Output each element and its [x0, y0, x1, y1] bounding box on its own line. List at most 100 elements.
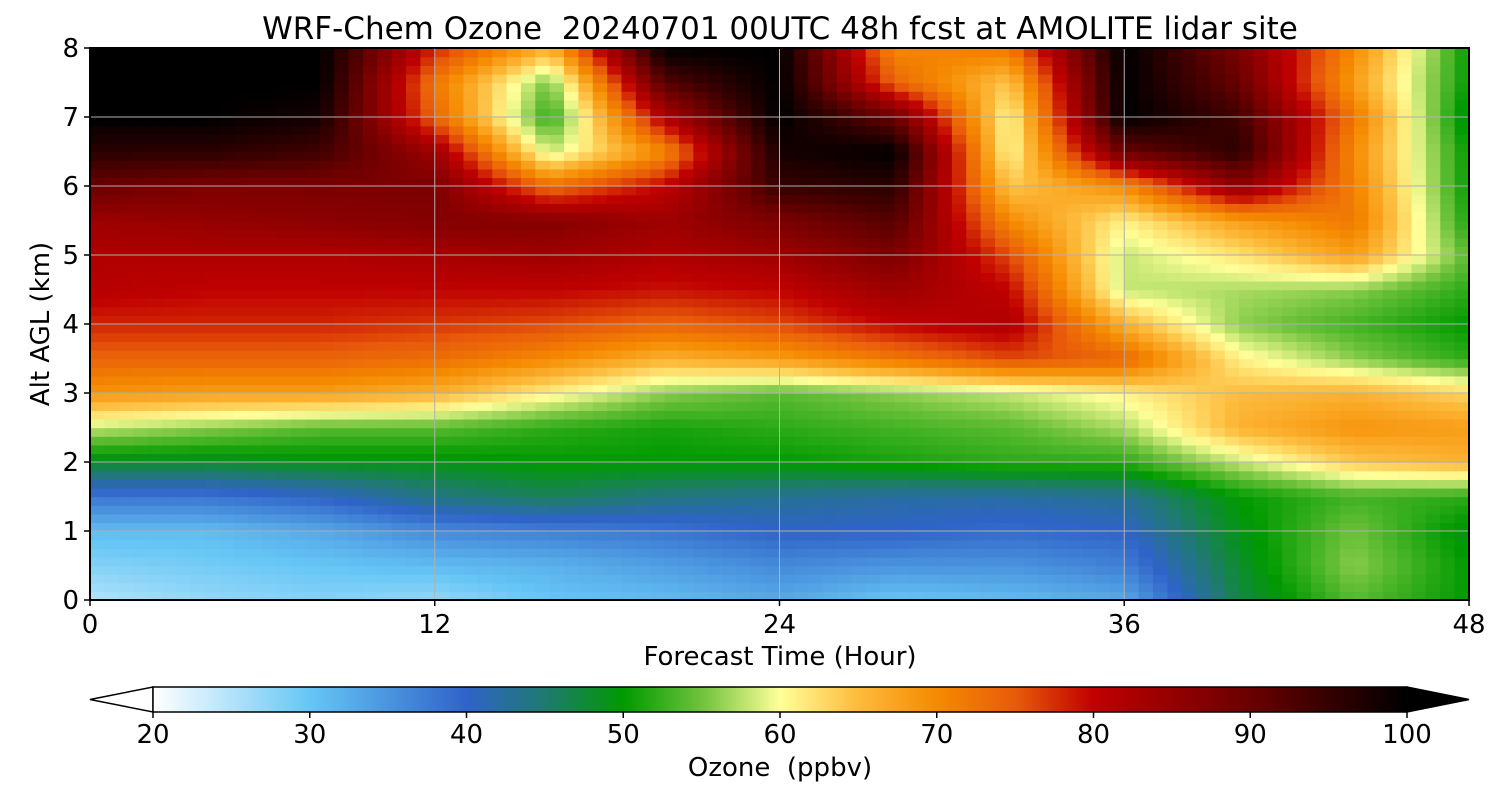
heatmap-cell: [1267, 427, 1283, 437]
heatmap-cell: [1181, 470, 1197, 480]
heatmap-cell: [506, 487, 522, 498]
heatmap-cell: [1052, 367, 1068, 377]
heatmap-cell: [678, 246, 695, 256]
heatmap-cell: [319, 436, 335, 446]
heatmap-cell: [650, 470, 666, 480]
heatmap-cell: [348, 246, 364, 256]
heatmap-cell: [233, 341, 249, 351]
heatmap-cell: [880, 177, 896, 187]
heatmap-cell: [1167, 384, 1183, 394]
heatmap-cell: [693, 496, 709, 506]
heatmap-cell: [262, 229, 278, 239]
heatmap-cell: [1210, 168, 1226, 179]
heatmap-cell: [176, 211, 192, 222]
heatmap-cell: [1224, 591, 1240, 600]
heatmap-cell: [506, 462, 522, 472]
heatmap-cell: [664, 505, 680, 515]
heatmap-cell: [1009, 367, 1025, 377]
heatmap-cell: [894, 418, 910, 429]
heatmap-cell: [1339, 462, 1355, 472]
heatmap-cell: [449, 462, 465, 472]
heatmap-cell: [161, 531, 177, 541]
heatmap-cell: [1167, 255, 1183, 265]
heatmap-cell: [923, 349, 939, 360]
heatmap-cell: [449, 272, 465, 282]
heatmap-cell: [1152, 186, 1169, 196]
heatmap-cell: [1095, 315, 1111, 325]
heatmap-cell: [880, 531, 896, 541]
heatmap-cell: [908, 211, 924, 222]
heatmap-cell: [678, 531, 695, 541]
heatmap-cell: [1325, 367, 1341, 377]
heatmap-cell: [980, 548, 996, 558]
heatmap-cell: [291, 522, 307, 532]
heatmap-cell: [621, 332, 637, 342]
heatmap-cell: [276, 237, 292, 248]
heatmap-cell: [1167, 272, 1183, 282]
heatmap-cell: [1167, 324, 1183, 334]
heatmap-cell: [104, 289, 120, 299]
heatmap-cell: [779, 160, 795, 170]
heatmap-cell: [449, 574, 465, 584]
heatmap-cell: [118, 487, 134, 498]
heatmap-cell: [966, 479, 982, 489]
heatmap-cell: [966, 427, 982, 437]
heatmap-cell: [592, 418, 608, 429]
heatmap-cell: [161, 367, 177, 377]
heatmap-cell: [678, 513, 695, 524]
heatmap-cell: [1152, 229, 1169, 239]
heatmap-cell: [348, 315, 364, 325]
heatmap-cell: [736, 487, 752, 498]
heatmap-cell: [319, 220, 335, 230]
heatmap-cell: [994, 444, 1011, 455]
heatmap-cell: [1066, 453, 1082, 463]
heatmap-cell: [578, 522, 594, 532]
heatmap-cell: [607, 160, 623, 170]
heatmap-cell: [233, 289, 249, 299]
heatmap-cell: [262, 194, 278, 204]
heatmap-cell: [664, 496, 680, 506]
heatmap-cell: [1109, 332, 1125, 342]
heatmap-cell: [377, 496, 393, 506]
heatmap-cell: [506, 444, 522, 455]
heatmap-cell: [678, 556, 695, 567]
heatmap-cell: [204, 332, 220, 342]
heatmap-cell: [1109, 462, 1125, 472]
heatmap-cell: [1310, 505, 1327, 515]
heatmap-cell: [937, 531, 953, 541]
heatmap-cell: [1023, 513, 1039, 524]
heatmap-cell: [1382, 384, 1398, 394]
heatmap-cell: [492, 332, 508, 342]
heatmap-cell: [161, 298, 177, 308]
heatmap-cell: [1109, 177, 1125, 187]
heatmap-cell: [190, 505, 206, 515]
heatmap-cell: [549, 220, 565, 230]
heatmap-cell: [276, 367, 292, 377]
heatmap-cell: [406, 237, 422, 248]
heatmap-cell: [736, 384, 752, 394]
heatmap-cell: [994, 186, 1011, 196]
heatmap-cell: [147, 556, 163, 567]
heatmap-cell: [1310, 160, 1327, 170]
heatmap-cell: [1023, 582, 1039, 593]
heatmap-cell: [549, 436, 565, 446]
heatmap-cell: [1267, 556, 1283, 567]
heatmap-cell: [908, 229, 924, 239]
heatmap-cell: [1009, 487, 1025, 498]
heatmap-cell: [147, 531, 163, 541]
heatmap-cell: [520, 453, 536, 463]
heatmap-cell: [535, 462, 551, 472]
heatmap-cell: [147, 246, 163, 256]
heatmap-cell: [635, 393, 651, 403]
heatmap-cell: [937, 427, 953, 437]
heatmap-cell: [262, 444, 278, 455]
heatmap-cell: [506, 453, 522, 463]
heatmap-cell: [1440, 324, 1456, 334]
heatmap-cell: [994, 246, 1011, 256]
heatmap-cell: [1038, 220, 1054, 230]
heatmap-cell: [1411, 349, 1427, 360]
heatmap-cell: [621, 246, 637, 256]
heatmap-cell: [1052, 246, 1068, 256]
heatmap-cell: [678, 349, 695, 360]
heatmap-cell: [894, 487, 910, 498]
